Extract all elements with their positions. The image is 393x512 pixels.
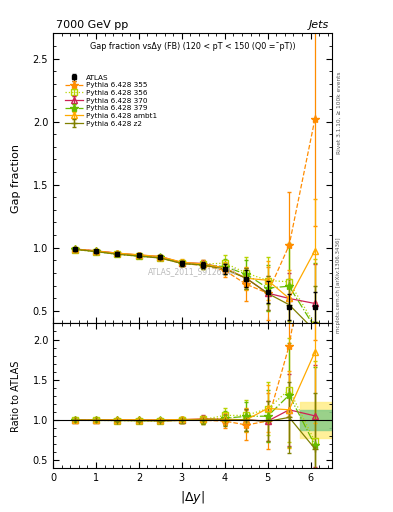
X-axis label: $|\Delta y|$: $|\Delta y|$ [180,489,205,506]
Text: Jets: Jets [309,20,329,30]
Y-axis label: Ratio to ATLAS: Ratio to ATLAS [11,360,21,432]
Text: Rivet 3.1.10, ≥ 100k events: Rivet 3.1.10, ≥ 100k events [336,71,341,154]
Text: 7000 GeV pp: 7000 GeV pp [56,20,128,30]
Text: ATLAS_2011_S9126244: ATLAS_2011_S9126244 [148,267,237,275]
Legend: ATLAS, Pythia 6.428 355, Pythia 6.428 356, Pythia 6.428 370, Pythia 6.428 379, P: ATLAS, Pythia 6.428 355, Pythia 6.428 35… [62,72,160,130]
Text: Gap fraction vsΔy (FB) (120 < pT < 150 (Q0 =¯pT)): Gap fraction vsΔy (FB) (120 < pT < 150 (… [90,42,296,51]
Text: mcplots.cern.ch [arXiv:1306.3436]: mcplots.cern.ch [arXiv:1306.3436] [336,237,341,333]
Y-axis label: Gap fraction: Gap fraction [11,144,21,213]
